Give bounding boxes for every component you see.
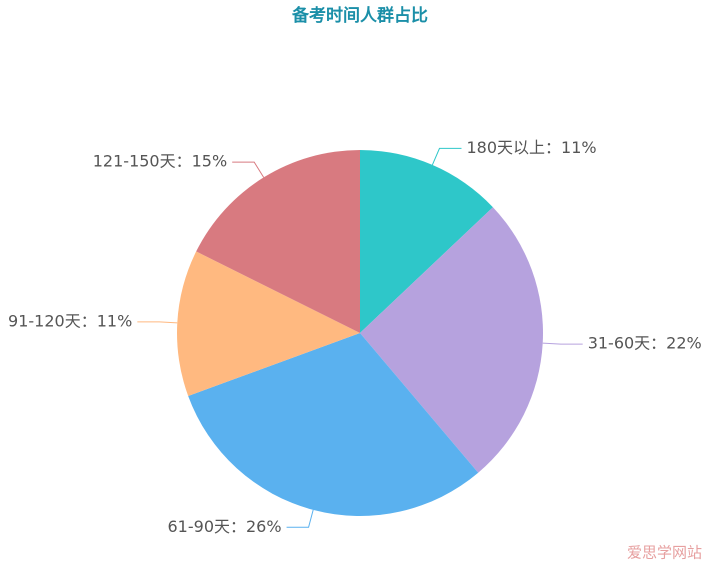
pie-slice [360,150,493,333]
label-line [431,147,462,166]
slice-label: 121-150天：15% [93,152,227,171]
slice-label: 91-120天：11% [8,311,132,330]
pie-slice [196,150,360,333]
slice-label: 180天以上：11% [466,138,596,157]
pie-slice [177,251,360,396]
watermark: 爱思学网站 [627,544,702,562]
label-line [232,161,265,178]
slice-label: 61-90天：26% [168,517,282,536]
chart-title: 备考时间人群占比 [291,5,428,26]
pie-slice [188,333,479,516]
slice-label: 31-60天：22% [588,334,702,353]
label-line [542,342,583,345]
pie-slice [360,207,543,473]
label-line [286,509,314,528]
label-line [137,321,178,324]
